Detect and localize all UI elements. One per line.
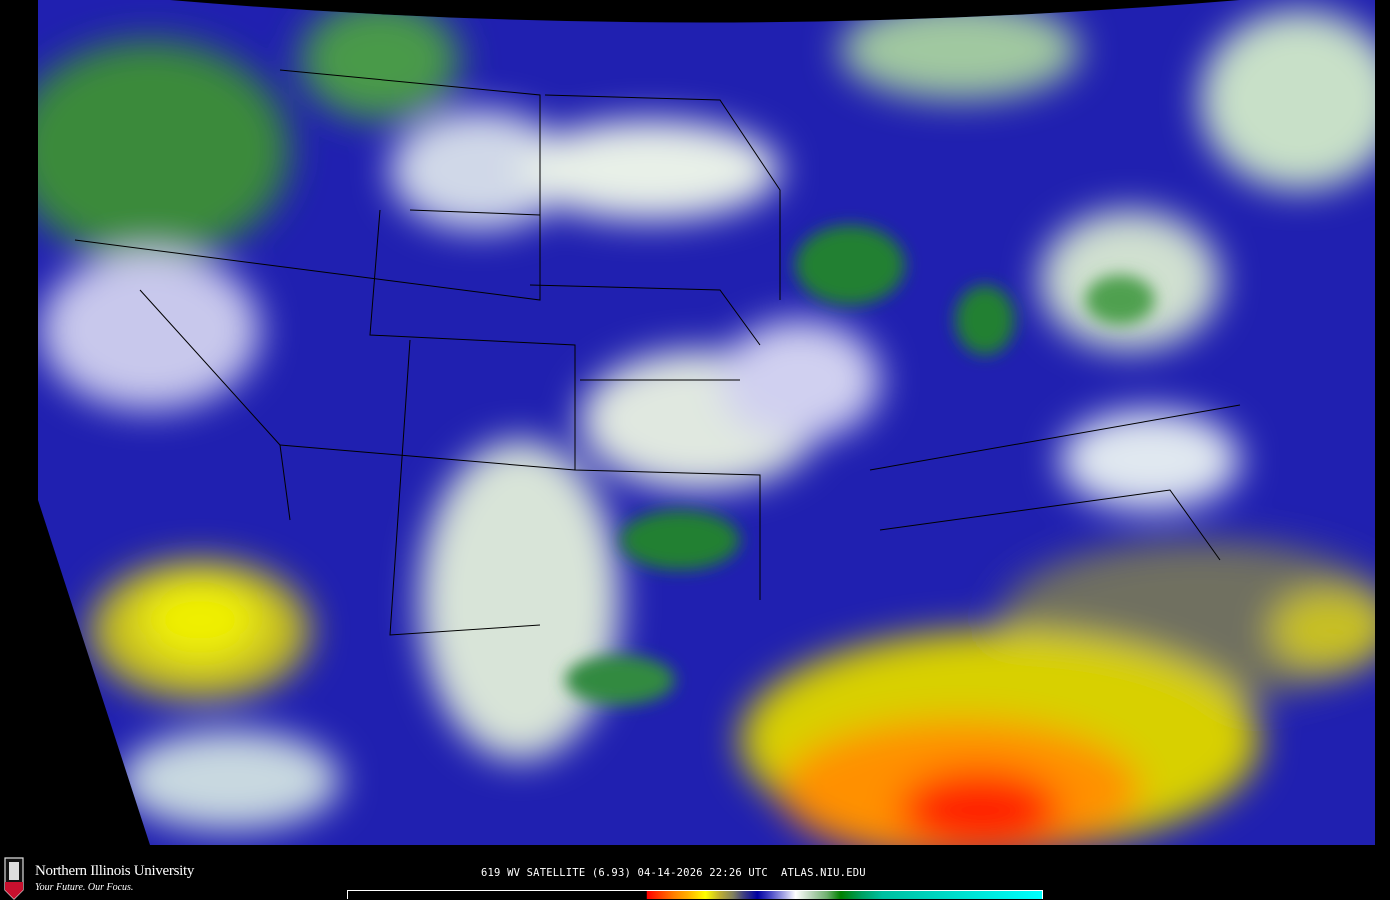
university-tagline: Your Future. Our Focus. <box>35 882 134 893</box>
satellite-map <box>38 0 1375 845</box>
imagery <box>38 0 1375 845</box>
color-scale-bar <box>347 890 1043 899</box>
image-caption: 619 WV SATELLITE (6.93) 04-14-2026 22:26… <box>481 867 866 879</box>
state-borders <box>74 69 1241 636</box>
niu-logo: Northern Illinois University Your Future… <box>2 856 242 900</box>
university-name: Northern Illinois University <box>35 863 195 879</box>
niu-shield-icon <box>4 857 24 900</box>
